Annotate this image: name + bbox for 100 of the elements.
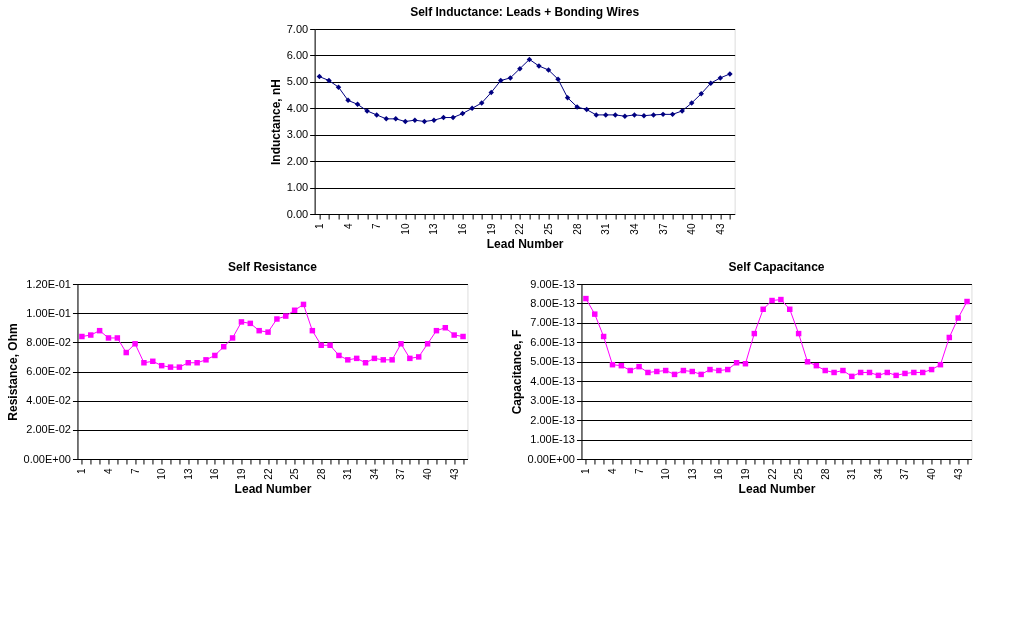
x-tick-label: 40 [422,468,434,480]
x-tick-label: 37 [899,468,911,480]
x-tick-label: 19 [739,468,751,480]
x-tick-label: 25 [543,223,554,235]
point [373,112,380,118]
x-tick-label: 43 [448,468,460,480]
y-tick-label: 1.00E-13 [530,433,575,446]
y-tick-label: 2.00E-13 [530,413,575,426]
x-tick-label: 10 [399,223,411,235]
point [688,100,695,106]
y-tick-label: 0.00 [286,207,309,220]
x-tick-label: 34 [872,468,884,480]
point [660,111,666,118]
point [517,65,523,72]
x-tick-label: 43 [714,223,726,235]
point [335,84,342,90]
point [593,112,599,118]
point [415,354,422,360]
x-tick-label: 22 [262,468,274,480]
y-tick-label: 8.00E-02 [26,335,71,348]
x-tick-label: 13 [686,468,698,480]
point [194,360,200,366]
x-tick-label: 25 [793,468,805,480]
x-tick-label: 28 [571,223,583,235]
point [318,342,324,348]
x-tick-label: 31 [846,468,858,480]
point [583,106,590,113]
point [345,97,351,104]
y-tick-label: 1.00 [286,181,309,194]
x-tick-label: 31 [342,468,354,480]
point [345,357,351,363]
point [393,116,399,122]
x-tick-label: 1 [76,468,88,475]
point [150,358,156,365]
y-tick-label: 4.00E-13 [530,374,575,387]
x-tick-label: 22 [514,223,526,235]
point [650,112,657,118]
x-tick-label: 1 [313,223,325,230]
y-tick-label: 1.20E-01 [26,277,71,290]
x-tick-label: 40 [686,223,698,235]
y-tick-label: 3.00E-13 [530,394,575,407]
point [380,357,386,363]
point [451,332,457,338]
point [407,355,413,362]
point [460,333,466,340]
point [79,333,85,340]
point [622,113,628,119]
x-axis-title: Lead Number [738,481,816,496]
chart-title: Self Capacitance [728,260,825,274]
y-tick-label: 6.00E-02 [26,365,71,377]
point [641,112,647,119]
x-axis-title: Lead Number [234,481,312,496]
x-tick-label: 16 [457,223,469,235]
x-tick-label: 19 [235,468,247,480]
point [123,349,129,356]
point [326,77,332,84]
point [507,75,514,81]
point [612,112,619,118]
y-tick-label: 2.00E-02 [26,423,71,436]
point [265,329,271,335]
y-axis-title: Inductance, nH [268,78,283,166]
x-tick-label: 10 [156,468,168,480]
point [327,342,333,348]
point [383,116,389,122]
y-tick-label: 0.00E+00 [527,452,575,465]
x-tick-label: 10 [660,468,672,480]
point [229,335,236,341]
point [564,94,571,101]
y-tick-label: 5.00E-13 [530,355,575,368]
x-tick-label: 4 [606,468,618,475]
y-axis-title: Resistance, Ohm [5,323,20,421]
point [545,67,552,73]
point [203,357,209,363]
x-tick-label: 1 [580,468,592,475]
point [424,341,431,347]
point [488,89,494,96]
x-tick-label: 37 [395,468,407,480]
y-tick-label: 4.00 [286,101,309,114]
y-tick-label: 7.00 [286,22,309,35]
point [88,332,94,338]
y-axis-title: Capacitance, F [509,329,524,415]
y-tick-label: 8.00E-13 [530,296,575,309]
x-tick-label: 28 [315,468,327,480]
y-tick-label: 3.00 [286,128,309,141]
y-tick-label: 5.00 [286,75,309,88]
y-tick-label: 0.00E+00 [23,452,71,465]
x-tick-label: 43 [952,468,964,480]
point [498,77,504,84]
y-tick-label: 9.00E-13 [530,277,575,290]
point [114,335,121,341]
point [167,364,174,370]
point [336,352,342,359]
x-tick-label: 40 [926,468,938,480]
point [274,316,280,322]
x-tick-label: 13 [182,468,194,480]
x-tick-label: 4 [102,468,114,475]
point [717,75,724,81]
point [398,341,404,347]
y-tick-label: 4.00E-02 [26,394,71,407]
point [132,341,138,347]
